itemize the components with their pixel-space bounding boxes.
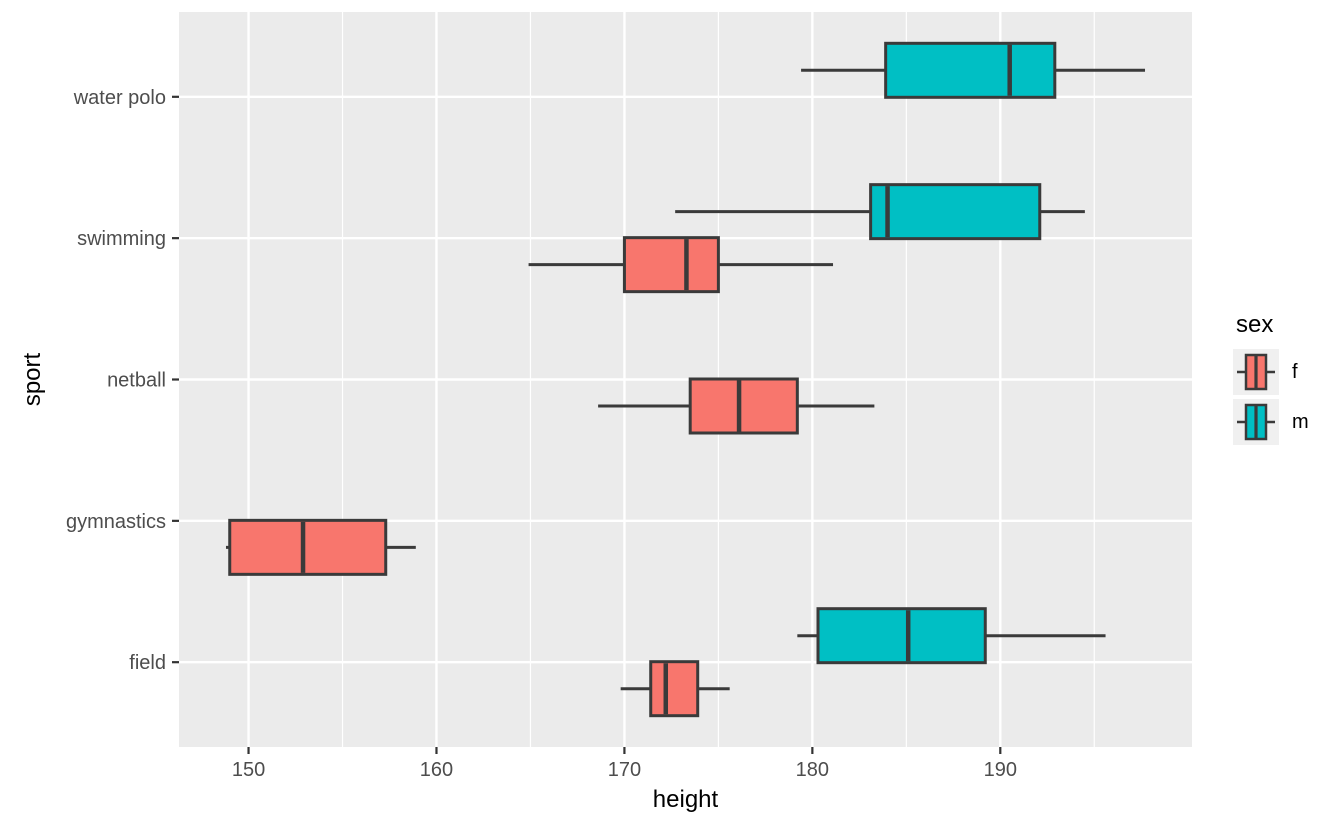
y-tick-label: water polo xyxy=(73,87,166,109)
y-tick-label: swimming xyxy=(77,228,166,250)
legend-label-f: f xyxy=(1292,360,1298,383)
iqr-box xyxy=(816,607,987,665)
x-tick-label: 150 xyxy=(232,759,265,781)
x-tick-label: 190 xyxy=(984,759,1017,781)
y-axis-title: sport xyxy=(19,352,46,406)
boxplot-field-m xyxy=(797,607,1106,665)
legend: sex f m xyxy=(1233,313,1309,449)
boxplot-key-icon xyxy=(1233,399,1279,445)
x-tick-label: 160 xyxy=(420,759,453,781)
legend-item-f: f xyxy=(1233,349,1309,395)
y-tick-label: field xyxy=(129,652,166,674)
iqr-box xyxy=(622,236,720,294)
iqr-box xyxy=(884,41,1057,99)
boxplot-netball-f xyxy=(598,377,875,435)
boxplot-key-icon xyxy=(1233,349,1279,395)
boxplot-water-polo-m xyxy=(801,41,1146,99)
boxplot-gymnastics-f xyxy=(225,518,416,576)
x-tick-label: 170 xyxy=(608,759,641,781)
legend-title: sex xyxy=(1236,311,1274,338)
iqr-box xyxy=(869,183,1042,241)
legend-item-m: m xyxy=(1233,399,1309,445)
y-tick-label: netball xyxy=(107,370,166,392)
iqr-box xyxy=(228,518,388,576)
iqr-box xyxy=(649,660,700,718)
boxplot-swimming-f xyxy=(528,236,834,294)
iqr-box xyxy=(688,377,799,435)
y-tick-label: gymnastics xyxy=(66,511,166,533)
boxplot-swimming-m xyxy=(675,183,1085,241)
x-axis-title: height xyxy=(653,786,719,813)
x-tick-label: 180 xyxy=(796,759,829,781)
legend-label-m: m xyxy=(1292,410,1309,433)
boxplot-field-f xyxy=(620,660,730,718)
